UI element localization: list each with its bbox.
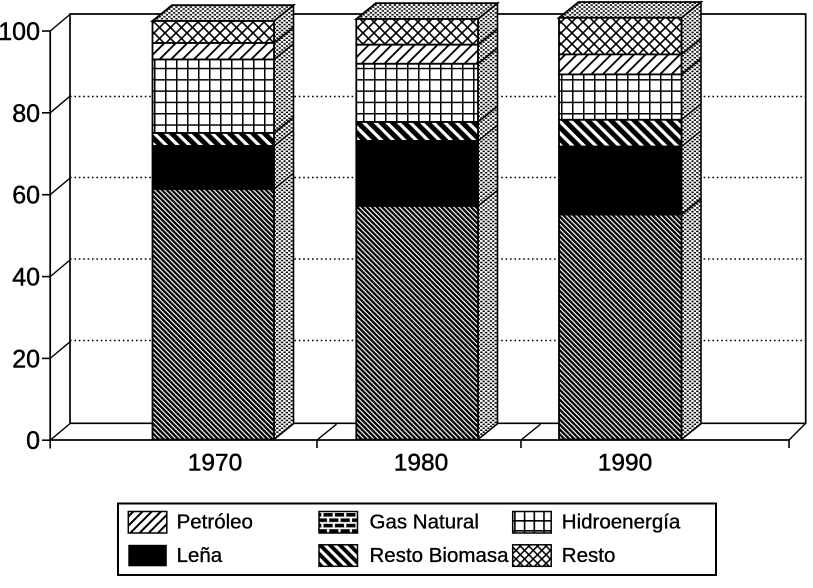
svg-text:Gas Natural: Gas Natural [370, 511, 479, 534]
svg-text:1980: 1980 [394, 450, 449, 477]
svg-text:40: 40 [12, 264, 40, 292]
svg-text:80: 80 [12, 100, 40, 128]
svg-text:Leña: Leña [177, 544, 223, 567]
svg-text:Hidroenergía: Hidroenergía [562, 511, 681, 534]
svg-text:1990: 1990 [598, 450, 653, 477]
svg-text:Resto: Resto [562, 544, 616, 567]
svg-text:1970: 1970 [188, 450, 243, 477]
svg-text:Petróleo: Petróleo [177, 511, 253, 534]
svg-text:60: 60 [12, 182, 40, 210]
svg-text:Resto Biomasa: Resto Biomasa [370, 544, 510, 567]
svg-text:0: 0 [26, 427, 40, 455]
svg-text:100: 100 [0, 18, 40, 46]
svg-text:20: 20 [12, 345, 40, 373]
